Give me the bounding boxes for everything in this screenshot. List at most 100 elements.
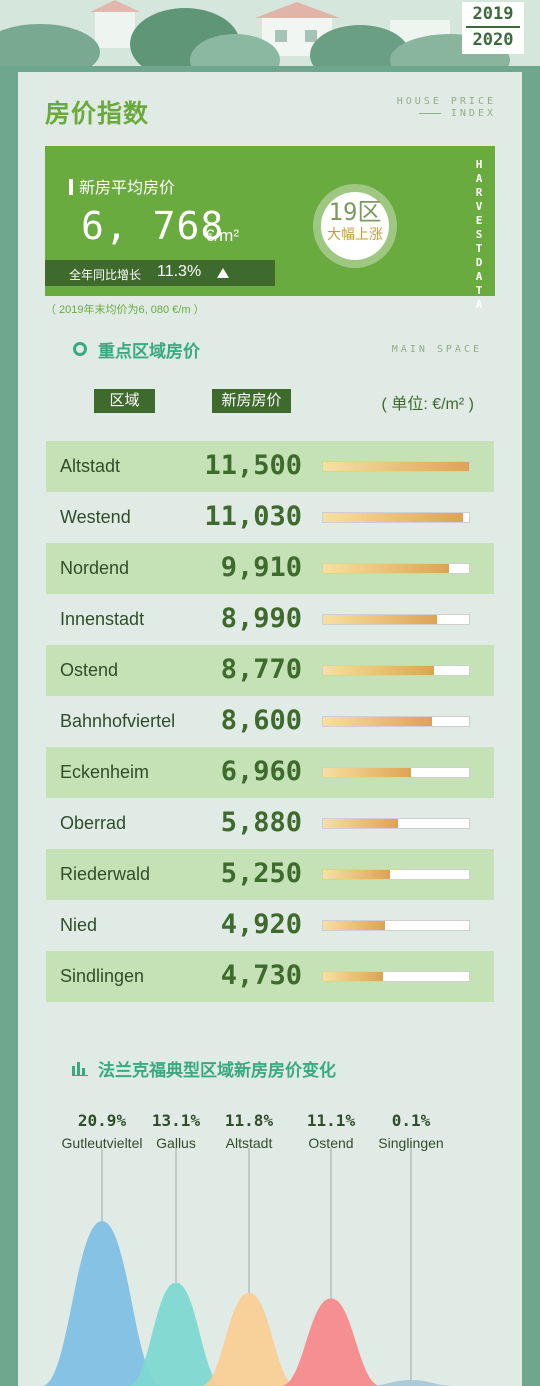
peak-value-label: 11.8% — [225, 1111, 274, 1130]
districts-rising-count: 19区 — [328, 198, 382, 226]
peak-shape — [281, 1298, 381, 1386]
table-row: Nordend 9,910 — [46, 543, 494, 594]
title-en-line-1: HOUSE PRICE — [396, 96, 496, 107]
year-badge: 2019 2020 — [462, 2, 524, 54]
price-change-peak-chart: 20.9% Gutleutvieltel 13.1% Gallus 11.8% Altst… — [42, 1111, 455, 1386]
district-price-table: Altstadt 11,500 Westend 11,030 Nordend 9,91… — [46, 441, 494, 1002]
section-title-english: MAIN SPACE — [391, 344, 482, 355]
price-bar-track — [322, 614, 470, 625]
year-divider — [466, 26, 520, 28]
district-name: Riederwald — [60, 864, 151, 884]
peak-category-label: Singlingen — [378, 1135, 443, 1151]
content-card: 房价指数 HOUSE PRICE INDEX 新房平均房价 6, 768 €/m… — [18, 72, 522, 1386]
peak-value-label: 20.9% — [78, 1111, 127, 1130]
bar-chart-icon — [72, 1062, 88, 1076]
price-bar-fill — [323, 921, 386, 930]
page-title: 房价指数 — [45, 100, 150, 128]
district-name: Altstadt — [60, 456, 121, 476]
table-row: Innenstadt 8,990 — [46, 594, 494, 645]
price-bar-fill — [323, 819, 398, 828]
district-price: 11,500 — [204, 450, 302, 481]
table-row: Eckenheim 6,960 — [46, 747, 494, 798]
growth-label: 全年同比增长 — [69, 268, 142, 282]
price-bar-track — [322, 971, 470, 982]
peak-category-label: Ostend — [308, 1135, 353, 1151]
price-bar-track — [322, 869, 470, 880]
column-header-price: 新房房价 — [212, 389, 291, 413]
peak-value-label: 13.1% — [152, 1111, 201, 1130]
districts-rising-circle: 19区 大幅上涨 — [321, 192, 389, 260]
unit-note: ( 单位: €/m² ) — [381, 396, 474, 413]
price-bar-fill — [323, 972, 384, 981]
district-name: Bahnhofviertel — [60, 711, 176, 731]
price-bar-fill — [323, 564, 449, 573]
price-bar-fill — [323, 768, 412, 777]
peak-value-label: 11.1% — [307, 1111, 356, 1130]
price-bar-track — [322, 512, 470, 523]
price-bar-track — [322, 767, 470, 778]
price-bar-track — [322, 716, 470, 727]
district-price: 8,990 — [220, 603, 302, 634]
district-price: 4,730 — [220, 960, 302, 991]
peak-value-label: 0.1% — [392, 1111, 431, 1130]
section-title-key-districts: 重点区域房价 — [98, 342, 200, 361]
table-row: Sindlingen 4,730 — [46, 951, 494, 1002]
growth-value: 11.3% — [157, 263, 202, 280]
title-en-line-2: INDEX — [450, 108, 496, 119]
district-price: 11,030 — [204, 501, 302, 532]
price-bar-track — [322, 920, 470, 931]
peak-category-label: Altstadt — [226, 1135, 273, 1151]
district-name: Innenstadt — [60, 609, 145, 629]
peak-category-label: Gutleutvieltel — [62, 1135, 143, 1151]
price-bar-track — [322, 665, 470, 676]
table-row: Ostend 8,770 — [46, 645, 494, 696]
peak-category-label: Gallus — [156, 1135, 196, 1151]
average-price-label: 新房平均房价 — [69, 174, 175, 198]
district-price: 5,250 — [220, 858, 302, 889]
price-bar-fill — [323, 870, 390, 879]
districts-rising-text: 大幅上涨 — [327, 226, 383, 242]
district-name: Ostend — [60, 660, 119, 680]
price-bar-fill — [323, 666, 435, 675]
district-name: Nied — [60, 915, 98, 935]
average-price-value: 6, 768 — [81, 204, 225, 248]
district-name: Nordend — [60, 558, 130, 578]
district-price: 8,600 — [220, 705, 302, 736]
average-price-panel: 新房平均房价 6, 768 €/m² 全年同比增长 11.3% 19区 大幅上涨… — [45, 146, 495, 311]
price-bar-track — [322, 563, 470, 574]
growth-strip: 全年同比增长 11.3% — [45, 260, 275, 286]
district-price: 8,770 — [220, 654, 302, 685]
city-skyline-illustration — [0, 0, 540, 80]
price-bar-fill — [323, 717, 433, 726]
district-name: Eckenheim — [60, 762, 150, 782]
district-name: Westend — [60, 507, 131, 527]
table-row: Westend 11,030 — [46, 492, 494, 543]
district-price: 9,910 — [220, 552, 302, 583]
price-bar-track — [322, 818, 470, 829]
page-title-english: HOUSE PRICE INDEX — [397, 96, 496, 120]
peak-shape — [201, 1292, 297, 1386]
district-name: Sindlingen — [60, 966, 145, 986]
peak-shape — [367, 1380, 455, 1386]
year-top: 2019 — [472, 4, 514, 24]
average-price-unit: €/m² — [205, 226, 239, 245]
header-illustration: 2019 2020 — [0, 0, 540, 80]
districts-rising-badge: 19区 大幅上涨 — [313, 184, 397, 268]
table-row: Nied 4,920 — [46, 900, 494, 951]
title-en-rule — [418, 112, 441, 114]
peak-shape — [42, 1221, 162, 1386]
table-row: Oberrad 5,880 — [46, 798, 494, 849]
price-bar-fill — [323, 615, 438, 624]
year-bottom: 2020 — [472, 30, 514, 50]
price-bar-fill — [323, 513, 464, 522]
column-header-district: 区域 — [94, 389, 155, 413]
district-price: 6,960 — [220, 756, 302, 787]
brand-vertical-text: HARVESTDATA — [475, 158, 483, 311]
pie-chart-icon — [73, 342, 87, 356]
peak-shape — [128, 1282, 224, 1386]
table-row: Riederwald 5,250 — [46, 849, 494, 900]
table-row: Bahnhofviertel 8,600 — [46, 696, 494, 747]
district-name: Oberrad — [60, 813, 127, 833]
table-row: Altstadt 11,500 — [46, 441, 494, 492]
district-price: 5,880 — [220, 807, 302, 838]
